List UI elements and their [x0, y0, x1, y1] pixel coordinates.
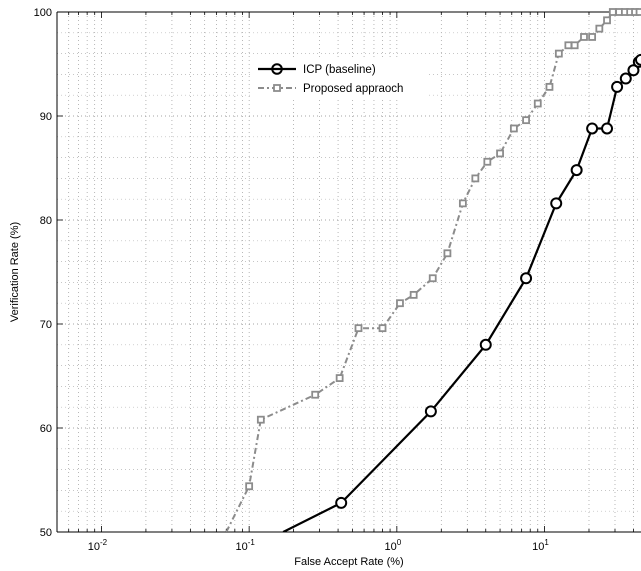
proposed-data-point — [603, 16, 611, 25]
y-tick-label: 90 — [40, 111, 52, 123]
proposed-data-point — [458, 199, 467, 208]
icp-data-point — [424, 405, 437, 418]
series-layer — [225, 8, 641, 532]
x-tick-label: 100 — [384, 538, 401, 553]
proposed-data-point — [471, 174, 480, 183]
proposed-data-point — [245, 482, 254, 491]
icp-data-point — [479, 338, 492, 351]
proposed-data-point — [443, 249, 452, 258]
icp-data-point — [619, 72, 632, 85]
x-axis-label: False Accept Rate (%) — [294, 556, 403, 568]
proposed-data-point — [311, 390, 320, 399]
x-tick-label: 10-2 — [88, 538, 108, 553]
y-tick-label: 50 — [40, 527, 52, 539]
y-tick-label: 60 — [40, 423, 52, 435]
proposed-data-point — [483, 157, 492, 166]
proposed-data-point — [256, 415, 265, 424]
proposed-data-point — [496, 149, 504, 158]
axes-frame — [56, 11, 641, 533]
x-tick-label: 101 — [532, 538, 549, 553]
y-tick-label: 100 — [34, 7, 52, 19]
proposed-data-point — [545, 82, 554, 91]
y-tick-label: 70 — [40, 319, 52, 331]
proposed-data-point — [580, 33, 588, 41]
legend: ICP (baseline) Proposed appraoch — [252, 58, 427, 100]
proposed-data-point — [378, 324, 387, 333]
proposed-data-point — [554, 49, 563, 58]
y-tick-label: 80 — [40, 215, 52, 227]
proposed-data-point — [564, 41, 573, 50]
y-axis-label: Verification Rate (%) — [9, 222, 21, 322]
proposed-data-point — [522, 116, 530, 125]
legend-label-icp: ICP (baseline) — [303, 64, 376, 76]
proposed-data-point — [335, 374, 344, 382]
proposed-data-point — [588, 33, 597, 41]
proposed-data-point — [608, 8, 617, 16]
proposed-data-point — [635, 8, 641, 16]
icp-data-point — [335, 496, 348, 509]
icp-data-point — [586, 122, 599, 135]
legend-label-proposed: Proposed appraoch — [303, 83, 403, 95]
proposed-data-point — [533, 99, 542, 108]
icp-data-point — [550, 197, 563, 210]
proposed-data-point — [428, 274, 437, 283]
proposed-data-point — [354, 324, 363, 333]
series-0 — [282, 53, 641, 532]
proposed-data-point — [570, 41, 579, 50]
legend-marker-icp — [271, 63, 283, 75]
x-tick-label: 10-1 — [235, 538, 255, 553]
icp-data-point — [570, 164, 583, 177]
icp-data-point — [635, 53, 641, 66]
proposed-data-point — [509, 124, 518, 133]
icp-data-point — [611, 80, 624, 93]
proposed-data-point — [409, 290, 418, 299]
icp-data-point — [601, 122, 614, 135]
icp-data-point — [520, 272, 533, 285]
proposed-data-point — [595, 24, 604, 33]
legend-marker-proposed — [273, 84, 281, 92]
proposed-data-point — [396, 299, 404, 308]
icp-data-point — [627, 64, 640, 77]
series-1 — [225, 8, 641, 532]
axis-ticks: 50 60 70 80 90 100 10-2 10-1 100 101 — [34, 7, 634, 553]
